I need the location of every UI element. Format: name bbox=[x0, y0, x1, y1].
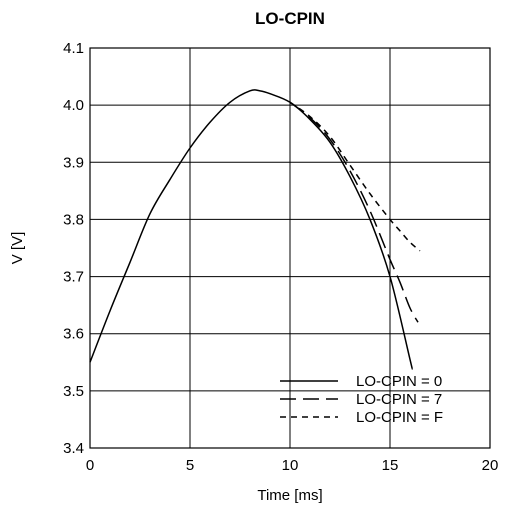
legend-label-2: LO-CPIN = F bbox=[356, 409, 443, 426]
legend-label-1: LO-CPIN = 7 bbox=[356, 391, 442, 408]
y-tick-label: 4.0 bbox=[63, 97, 84, 114]
y-tick-label: 3.6 bbox=[63, 326, 84, 343]
series-layer bbox=[89, 89, 421, 370]
y-tick-label: 3.9 bbox=[63, 154, 84, 171]
x-tick-label: 0 bbox=[86, 457, 94, 474]
legend: LO-CPIN = 0LO-CPIN = 7LO-CPIN = F bbox=[280, 373, 443, 426]
y-tick-label: 3.7 bbox=[63, 269, 84, 286]
grid bbox=[90, 48, 490, 448]
plot-frame bbox=[89, 47, 491, 449]
series-line-1 bbox=[289, 101, 419, 323]
legend-label-0: LO-CPIN = 0 bbox=[356, 373, 442, 390]
series-line-2 bbox=[289, 101, 421, 252]
x-tick-label: 5 bbox=[186, 457, 194, 474]
x-tick-label: 20 bbox=[482, 457, 499, 474]
y-tick-label: 3.4 bbox=[63, 440, 84, 457]
y-tick-label: 3.8 bbox=[63, 211, 84, 228]
y-tick-label: 4.1 bbox=[63, 40, 84, 57]
x-axis-label: Time [ms] bbox=[257, 487, 322, 504]
x-tick-label: 15 bbox=[382, 457, 399, 474]
x-tick-label: 10 bbox=[282, 457, 299, 474]
y-axis-label: V [V] bbox=[9, 232, 26, 265]
y-tick-label: 3.5 bbox=[63, 383, 84, 400]
tick-labels: 0 5 10 15 20 3.4 3.5 3.6 3.7 3.8 3.9 4.0 4.1 bbox=[63, 40, 498, 474]
series-line-0 bbox=[89, 89, 414, 370]
chart-title: LO-CPIN bbox=[255, 9, 325, 28]
